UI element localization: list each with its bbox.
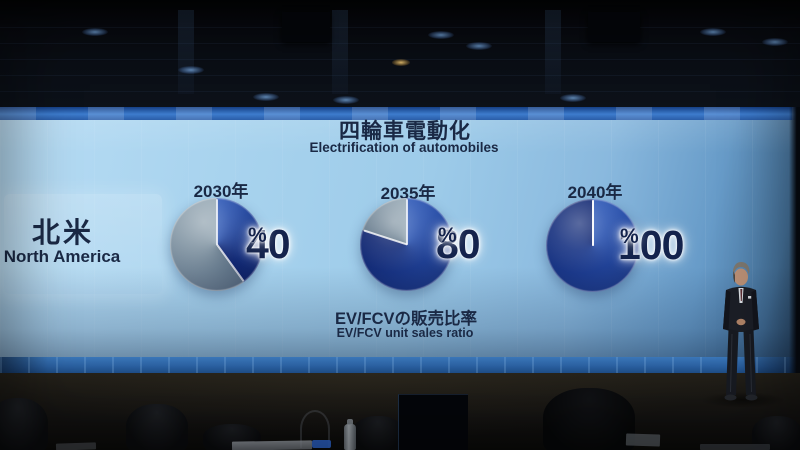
screen-bottom-bezel (0, 357, 800, 374)
pie-year-label-2030: 2030年 (193, 182, 249, 201)
paper-on-table (700, 444, 770, 450)
pie-shading (360, 198, 453, 291)
audience-head (0, 398, 48, 450)
pie-slice-divider (591, 200, 594, 246)
presenter-leg-left (726, 329, 739, 395)
region-highlight-panel (4, 194, 162, 294)
region-label-english: North America (3, 247, 121, 266)
stage-light-icon (560, 94, 586, 102)
truss-pillar (178, 10, 194, 94)
lighting-trusses (0, 12, 800, 104)
stage-light-icon (82, 28, 108, 36)
hanging-speaker (588, 12, 640, 42)
pie-year-label-2040: 2040年 (567, 183, 623, 202)
audience-head (126, 404, 188, 450)
slide-title-japanese: 四輪車電動化 (339, 120, 471, 143)
presenter-hands (736, 318, 746, 326)
pie-value-number: 40 (246, 221, 291, 267)
truss-pillar (545, 10, 561, 94)
presenter-shadow (700, 392, 786, 408)
trouser-crease (749, 333, 752, 393)
screen-top-bezel (0, 107, 800, 120)
presenter-arm-right (751, 290, 759, 330)
presenter-pocket-square (748, 296, 752, 299)
pie-year-label-2035: 2035年 (380, 184, 436, 203)
paper-on-table (55, 442, 97, 450)
percent-sign: % (620, 225, 639, 248)
presenter-arm-left (723, 290, 731, 330)
presenter-tie (740, 289, 743, 301)
paper-on-table (625, 433, 661, 447)
pie-slice-divider (405, 199, 408, 245)
slide-title-english: Electrification of automobiles (309, 140, 499, 155)
presenter-leg-right (743, 329, 756, 395)
audience-head (352, 416, 404, 450)
paper-on-table (231, 440, 313, 450)
pie-value-number: 80 (436, 221, 481, 267)
stage-light-icon (333, 96, 359, 104)
presenter-hair-side (733, 271, 735, 283)
pie-chart-2040 (546, 199, 639, 292)
pie-shading (546, 199, 639, 292)
stage-light-icon (700, 28, 726, 36)
presenter-shoe (724, 394, 737, 401)
trouser-crease (730, 333, 733, 393)
stage-light-icon (428, 31, 454, 39)
stage-ceiling (0, 0, 800, 108)
stage-light-icon (392, 59, 410, 66)
presenter-hair (733, 262, 750, 275)
water-bottle-cap (347, 419, 353, 425)
presenter-face (734, 268, 748, 286)
water-bottle (344, 424, 356, 450)
slide-caption-english: EV/FCV unit sales ratio (336, 326, 474, 340)
truss-pillar (332, 10, 348, 94)
projection-screen (0, 120, 800, 357)
monitor-silhouette (398, 394, 468, 450)
hanging-speaker (282, 12, 330, 42)
audience-head (543, 388, 635, 450)
stage-light-icon (762, 38, 788, 46)
phone-on-table (312, 440, 331, 448)
stage-light-icon (466, 42, 492, 50)
pie-chart-2035 (360, 198, 453, 291)
presenter-person (723, 262, 759, 401)
presenter-shoe (745, 394, 758, 401)
stage-light-icon (253, 93, 279, 101)
percent-sign: % (248, 224, 267, 247)
region-label-japanese: 北米 (31, 217, 95, 248)
pie-slice-divider (215, 199, 218, 245)
percent-sign: % (438, 224, 457, 247)
pie-shading (170, 198, 263, 291)
stage-light-icon (178, 66, 204, 74)
screen-edge-shadow (789, 107, 800, 374)
pie-value-number: 100 (618, 222, 684, 268)
chair-back (300, 410, 330, 448)
pie-chart-2030 (170, 198, 263, 291)
slide-caption-japanese: EV/FCVの販売比率 (334, 310, 478, 328)
